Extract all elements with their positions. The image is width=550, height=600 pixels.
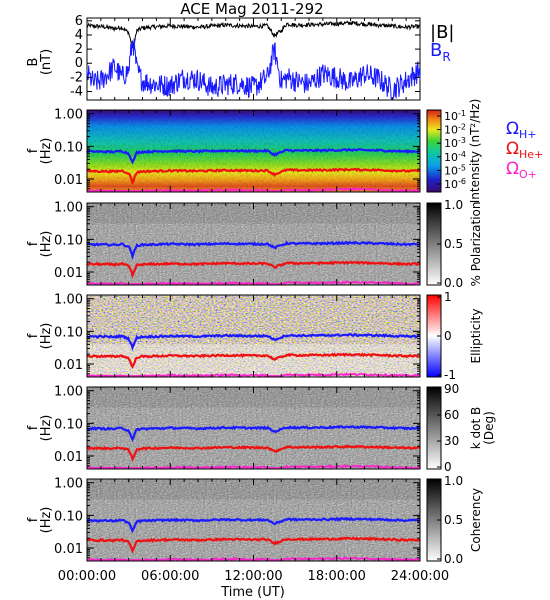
gyro-legend-h: ΩH+: [506, 119, 537, 141]
kdotb-colorbar-unit: (Deg): [482, 411, 496, 445]
spectrogram-he-gyro-line: [86, 167, 421, 185]
ellipticity-he-gyro-line: [86, 352, 421, 369]
field-ytick-label: 4: [75, 28, 83, 43]
ellipticity-ytick-label: 0.10: [54, 325, 83, 340]
gyro-legend-o: ΩO+: [506, 159, 537, 181]
x-tick-label: 18:00:00: [308, 569, 366, 584]
spectrogram-panel: 1.00 0.10 0.01 f(Hz) 10-110-210-310-410-510-…: [26, 99, 482, 204]
figure-title: ACE Mag 2011-292: [180, 0, 323, 18]
gyro-legend: ΩH+ ΩHe+ ΩO+: [506, 119, 543, 181]
btot-legend: |B|: [430, 22, 454, 43]
colorbar-tick-label: 10-3: [444, 136, 466, 150]
x-tick-label: 12:00:00: [224, 569, 282, 584]
colorbar-tick-label: 0.0: [444, 276, 463, 290]
coherency-panel: 1.00 0.10 0.01 f(Hz) 1.0 0.5 0.0 Coherency: [26, 474, 483, 566]
colorbar-tick-label: 1.0: [444, 198, 463, 212]
ellipticity-panel: 1.00 0.10 0.01 f(Hz) 1 0 -1 Ellipticity: [26, 290, 483, 382]
polarization-colorbar-label: % Polarization: [469, 202, 483, 287]
colorbar-tick-label: 0.0: [444, 552, 463, 566]
spectrogram-h-gyro-line: [86, 147, 421, 165]
spectrogram-ytick-label: 1.00: [54, 108, 83, 123]
colorbar-tick-label: 0.5: [444, 237, 463, 251]
colorbar-tick-label: 60: [444, 408, 459, 422]
kdotb-colorbar-label: k dot B: [469, 407, 483, 449]
colorbar-tick-label: 10-1: [444, 109, 466, 123]
field-ytick-label: 0: [75, 56, 83, 71]
coherency-h-gyro-line: [86, 516, 421, 534]
ellipticity-h-gyro-line: [86, 333, 421, 352]
spectrogram-ylabel: f: [26, 148, 41, 153]
kdotb-ytick-label: 0.10: [54, 417, 83, 432]
coherency-he-gyro-line: [86, 536, 421, 554]
polarization-ytick-label: 0.10: [54, 233, 83, 248]
colorbar-tick-label: 10-4: [444, 150, 466, 164]
coherency-ytick-label: 1.00: [54, 477, 83, 492]
spectral-panels: 1.000.100.01f(Hz)10-110-210-310-410-510-…: [26, 99, 496, 566]
polarization-ytick-label: 1.00: [54, 201, 83, 216]
polarization-ylabel: f: [26, 241, 41, 246]
x-tick-label: 06:00:00: [141, 569, 199, 584]
x-axis-ticks: 00:00:00 06:00:00 12:00:00 18:00:00 24:00:00: [58, 569, 449, 584]
field-ytick-label: 2: [75, 42, 83, 57]
polarization-ytick-label: 0.01: [54, 266, 83, 281]
colorbar-tick-label: 10-2: [444, 123, 466, 137]
spectrogram-ytick-label: 0.10: [54, 140, 83, 155]
coherency-ylabel: f: [26, 517, 41, 522]
polarization-he-gyro-line: [86, 260, 421, 279]
kdotb-panel: 1.00 0.10 0.01 f(Hz) 90 60 30 0 k dot B (Deg): [26, 382, 496, 474]
coherency-yunit: (Hz): [39, 507, 54, 534]
x-axis-label: Time (UT): [220, 585, 285, 600]
gyro-legend-he: ΩHe+: [506, 139, 543, 161]
ellipticity-ylabel: f: [26, 333, 41, 338]
colorbar-tick-label: 90: [444, 382, 459, 396]
kdotb-ytick-label: 1.00: [54, 385, 83, 400]
ellipticity-colorbar-label: Ellipticity: [469, 309, 483, 364]
btot-series-line: [86, 20, 421, 49]
coherency-colorbar-label: Coherency: [469, 488, 483, 552]
colorbar-tick-label: 0: [444, 460, 452, 474]
kdotb-h-gyro-line: [86, 424, 421, 443]
kdotb-he-gyro-line: [86, 444, 421, 463]
coherency-ytick-label: 0.01: [54, 542, 83, 557]
x-tick-label: 24:00:00: [391, 569, 449, 584]
spectrogram-yunit: (Hz): [39, 138, 54, 165]
colorbar-tick-label: 0.5: [444, 513, 463, 527]
coherency-ytick-label: 0.10: [54, 509, 83, 524]
field-yunit: (nT): [39, 49, 54, 75]
colorbar-tick-label: -1: [444, 368, 456, 382]
field-ytick-label: -2: [70, 70, 83, 85]
colorbar-tick-label: 10-5: [444, 163, 466, 177]
spectrogram-colorbar-label: Intensity (nT²/Hz): [468, 99, 482, 204]
kdotb-ytick-label: 0.01: [54, 450, 83, 465]
colorbar-tick-label: 1: [444, 290, 452, 304]
br-legend: BR: [430, 40, 451, 64]
spectrogram-ytick-label: 0.01: [54, 173, 83, 188]
x-tick-label: 00:00:00: [58, 569, 116, 584]
polarization-yunit: (Hz): [39, 231, 54, 258]
br-series-line: [86, 38, 421, 100]
ellipticity-ytick-label: 1.00: [54, 293, 83, 308]
colorbar-tick-label: 1.0: [444, 474, 463, 488]
field-ytick-label: -4: [70, 85, 83, 100]
kdotb-yunit: (Hz): [39, 415, 54, 442]
polarization-h-gyro-line: [86, 240, 421, 261]
kdotb-colorbar: [426, 386, 442, 470]
ellipticity-ytick-label: 0.01: [54, 358, 83, 373]
colorbar-tick-label: 0: [444, 329, 452, 343]
ellipticity-yunit: (Hz): [39, 323, 54, 350]
colorbar-tick-label: 10-6: [444, 177, 466, 191]
colorbar-tick-label: 30: [444, 434, 459, 448]
field-ylabel: B: [26, 58, 41, 67]
kdotb-ylabel: f: [26, 425, 41, 430]
field-ytick-label: 6: [75, 14, 83, 29]
spectrogram-colorbar: [426, 109, 442, 193]
polarization-panel: 1.00 0.10 0.01 f(Hz) 1.0 0.5 0.0 % Polarization: [26, 198, 483, 290]
